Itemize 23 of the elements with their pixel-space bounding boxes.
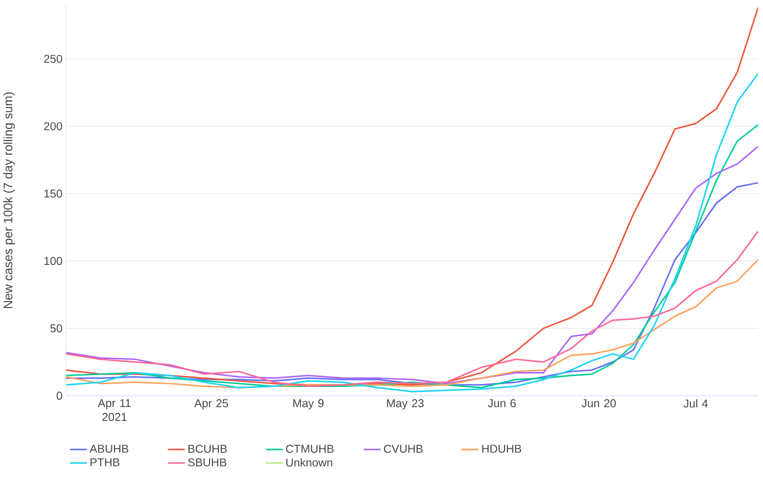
x-tick-label: Jun 20 xyxy=(582,399,616,408)
y-tick-label: 0 xyxy=(56,392,62,400)
legend-label: ABUHB xyxy=(90,444,128,453)
legend-label: PTHB xyxy=(90,458,120,466)
y-tick-label: 50 xyxy=(50,324,62,332)
x-tick-label: Jun 6 xyxy=(488,399,516,408)
legend-label: CVUHB xyxy=(384,444,423,453)
x-tick-label: Apr 25 xyxy=(194,399,228,410)
line-series xyxy=(66,230,758,387)
y-tick-label: 100 xyxy=(44,256,62,265)
legend-label: BCUHB xyxy=(188,444,227,453)
x-tick-label: May 23 xyxy=(387,399,424,410)
x-tick-label: Apr 11 2021 xyxy=(98,399,131,421)
y-tick-label: 250 xyxy=(44,54,62,63)
legend-label: CTMUHB xyxy=(286,444,334,453)
y-tick-label: 200 xyxy=(44,122,62,130)
y-axis-title: New cases per 100k (7 day rolling sum) xyxy=(3,92,15,308)
legend-label: Unknown xyxy=(286,458,332,466)
legend-label: SBUHB xyxy=(188,458,226,466)
y-tick-label: 150 xyxy=(44,189,62,198)
x-tick-label: May 9 xyxy=(293,399,324,410)
x-tick-label: Jul 4 xyxy=(684,399,708,408)
legend-label: HDUHB xyxy=(482,444,522,453)
